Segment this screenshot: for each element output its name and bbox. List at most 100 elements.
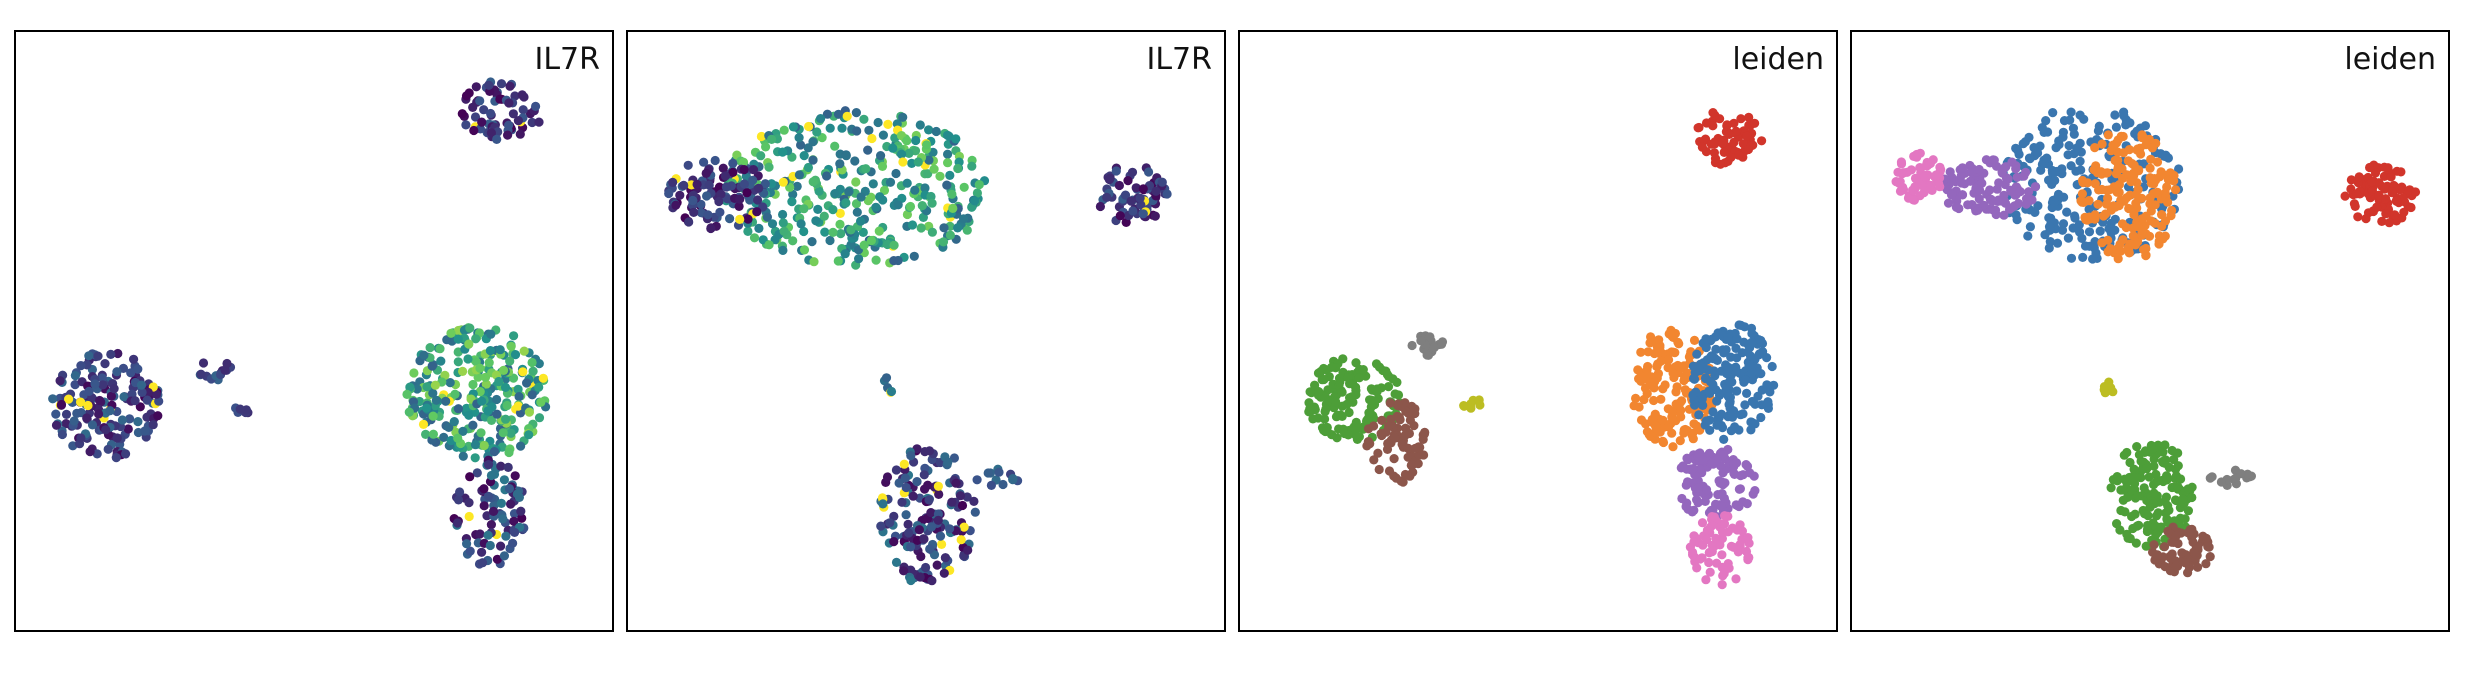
scatter-point	[235, 404, 245, 414]
scatter-point	[2380, 184, 2390, 194]
scatter-point	[2132, 442, 2142, 452]
scatter-point	[1383, 438, 1393, 449]
scatter-point	[2350, 201, 2360, 211]
scatter-point	[483, 460, 494, 470]
scatter-point	[2173, 482, 2183, 492]
scatter-point	[1719, 147, 1729, 157]
scatter-point	[2112, 519, 2122, 529]
scatter-point	[142, 395, 152, 405]
scatter-point	[1420, 427, 1430, 437]
scatter-point	[485, 540, 495, 551]
scatter-point	[2133, 185, 2143, 195]
scatter-point	[1692, 421, 1702, 431]
scatter-point	[1429, 342, 1439, 353]
scatter-point	[495, 345, 505, 355]
scatter-point	[1737, 348, 1747, 358]
scatter-point	[196, 369, 206, 379]
scatter-point	[743, 214, 753, 224]
scatter-point	[412, 384, 422, 394]
scatter-point	[835, 219, 845, 229]
scatter-point	[418, 419, 429, 429]
scatter-point	[1733, 150, 1744, 160]
scatter-point	[794, 133, 804, 143]
scatter-point	[1718, 571, 1728, 581]
scatter-point	[534, 382, 544, 392]
scatter-point	[504, 447, 514, 458]
scatter-point	[435, 344, 445, 354]
scatter-point	[2104, 185, 2115, 195]
scatter-point	[1123, 176, 1133, 186]
scatter-point	[1673, 337, 1683, 347]
scatter-point	[1974, 194, 1984, 204]
scatter-point	[710, 155, 720, 166]
scatter-point	[2042, 153, 2052, 163]
scatter-point	[1646, 378, 1656, 388]
scatter-point	[483, 530, 493, 540]
scatter-point	[2149, 488, 2159, 498]
scatter-point	[1708, 108, 1718, 118]
scatter-point	[927, 576, 937, 586]
scatter-point	[2119, 485, 2129, 495]
scatter-point	[527, 117, 537, 128]
scatter-point	[477, 396, 487, 406]
scatter-point	[1750, 399, 1760, 409]
scatter-point	[854, 254, 864, 264]
scatter-point	[1724, 563, 1734, 573]
scatter-point	[912, 477, 922, 487]
scatter-point	[1898, 182, 1908, 192]
scatter-point	[813, 204, 823, 214]
scatter-point	[2176, 474, 2186, 484]
scatter-point	[458, 451, 468, 461]
scatter-point	[799, 226, 809, 237]
scatter-point	[814, 186, 824, 196]
scatter-point	[1701, 118, 1712, 128]
scatter-point	[1742, 388, 1752, 398]
scatter-point	[2078, 252, 2088, 262]
scatter-point	[807, 237, 817, 247]
scatter-point	[48, 394, 58, 404]
scatter-point	[76, 433, 86, 443]
scatter-point	[453, 334, 463, 344]
scatter-point	[485, 346, 495, 356]
scatter-point	[1710, 139, 1720, 149]
scatter-point	[2187, 529, 2197, 539]
scatter-point	[484, 358, 494, 368]
scatter-point	[1710, 332, 1721, 342]
scatter-point	[1371, 359, 1382, 369]
scatter-point	[1724, 400, 1734, 410]
scatter-point	[494, 376, 504, 387]
scatter-point	[70, 380, 80, 390]
scatter-point	[935, 171, 945, 181]
scatter-point	[969, 496, 979, 506]
scatter-point	[1650, 336, 1661, 346]
scatter-point	[1680, 385, 1690, 395]
scatter-point	[1725, 376, 1735, 386]
scatter-point	[1670, 328, 1680, 339]
scatter-point	[748, 175, 758, 185]
scatter-point	[2156, 522, 2166, 532]
scatter-point	[939, 568, 949, 578]
scatter-point	[2120, 474, 2130, 484]
scatter-point	[1111, 166, 1121, 176]
scatter-point	[470, 453, 480, 463]
scatter-point	[1683, 504, 1693, 514]
scatter-point	[728, 158, 738, 168]
scatter-point	[2076, 196, 2086, 206]
scatter-point	[105, 406, 115, 416]
scatter-point	[886, 386, 897, 397]
scatter-point	[787, 197, 797, 207]
scatter-point	[899, 459, 909, 469]
scatter-point	[2111, 122, 2121, 132]
scatter-point	[778, 245, 788, 255]
scatter-point	[1711, 533, 1721, 543]
scatter-point	[84, 386, 94, 396]
scatter-point	[1008, 475, 1018, 485]
scatter-point	[859, 240, 869, 250]
scatter-point	[1906, 165, 1916, 175]
scatter-point	[897, 497, 907, 507]
scatter-point	[2381, 209, 2391, 219]
scatter-point	[2216, 477, 2226, 487]
scatter-point	[1652, 361, 1662, 372]
scatter-point	[883, 119, 893, 129]
scatter-point	[830, 189, 840, 199]
